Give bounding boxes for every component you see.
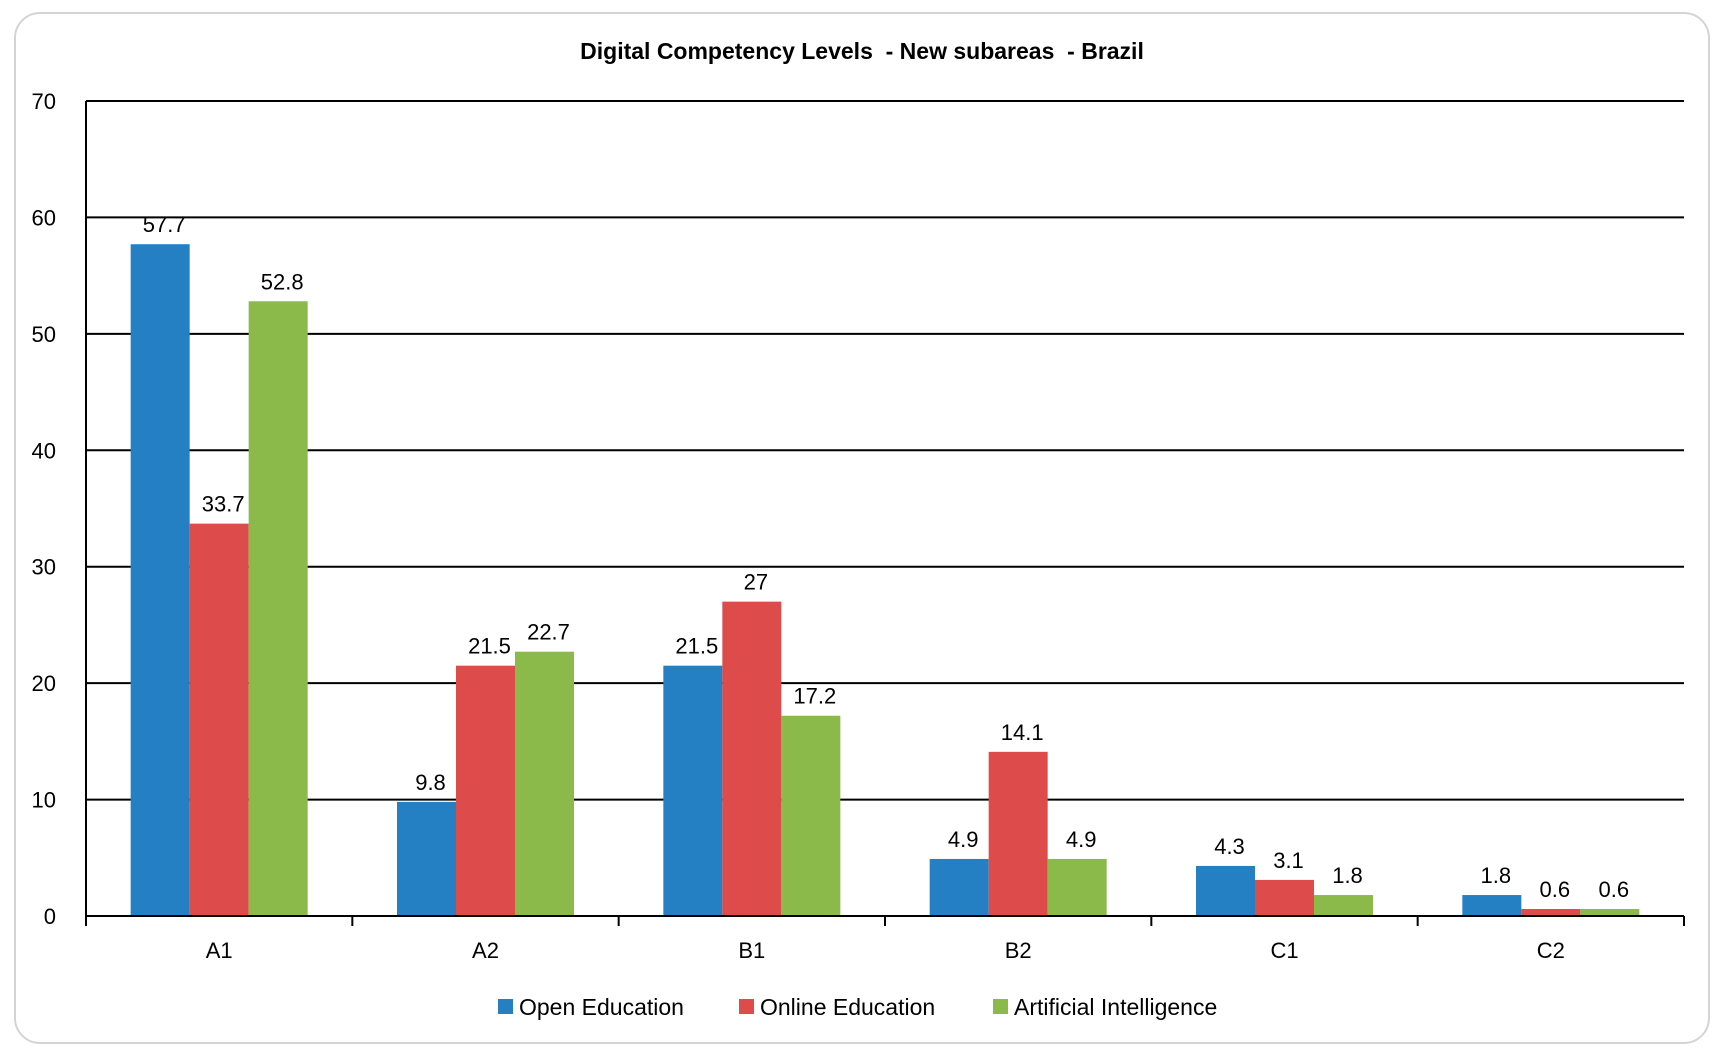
bar	[1462, 895, 1522, 916]
y-tick-label: 70	[32, 89, 56, 114]
data-label: 33.7	[202, 492, 245, 517]
data-label: 27	[744, 570, 768, 595]
bar	[1047, 858, 1107, 916]
bar	[248, 301, 308, 916]
x-tick-label: B2	[1005, 938, 1032, 963]
y-axis-tick-labels: 0 10 20 30 40 50 60 70	[32, 89, 56, 929]
legend-swatch	[498, 999, 513, 1014]
y-tick-label: 10	[32, 788, 56, 813]
y-tick-label: 0	[44, 904, 56, 929]
data-label: 4.3	[1214, 834, 1245, 859]
bar	[988, 751, 1048, 916]
bar	[781, 715, 841, 916]
x-tick-label: C1	[1270, 938, 1298, 963]
legend-swatch	[739, 999, 754, 1014]
bar	[929, 858, 989, 916]
bar	[722, 601, 782, 916]
legend-label: Artificial Intelligence	[1014, 994, 1217, 1020]
data-label: 4.9	[948, 827, 979, 852]
bars	[130, 244, 1640, 916]
data-label: 1.8	[1332, 863, 1363, 888]
data-label: 21.5	[675, 634, 718, 659]
x-tick-label: C2	[1537, 938, 1565, 963]
data-label: 17.2	[793, 684, 836, 709]
data-label: 9.8	[415, 770, 446, 795]
data-label: 4.9	[1066, 827, 1097, 852]
bar	[1196, 865, 1255, 916]
data-label: 1.8	[1481, 863, 1512, 888]
y-tick-label: 40	[32, 438, 56, 463]
bar	[663, 665, 723, 916]
data-label: 52.8	[261, 269, 304, 294]
legend-swatch	[993, 999, 1008, 1014]
x-tick-label: B1	[738, 938, 765, 963]
y-tick-label: 50	[32, 322, 56, 347]
data-label: 57.7	[143, 212, 186, 237]
data-label: 0.6	[1599, 877, 1630, 902]
y-tick-label: 20	[32, 671, 56, 696]
data-labels: 57.7 33.7 52.8 9.8 21.5 22.7 21.5 27 17.2 4.9 14.1…	[143, 212, 1629, 902]
y-tick-label: 60	[32, 205, 56, 230]
data-label: 22.7	[527, 620, 570, 645]
legend-label: Online Education	[760, 994, 935, 1020]
bar	[397, 801, 456, 916]
gridlines	[86, 100, 1684, 801]
x-tick-label: A2	[472, 938, 499, 963]
data-label: 21.5	[468, 634, 511, 659]
data-label: 3.1	[1273, 848, 1304, 873]
bar	[1314, 895, 1373, 916]
bar	[189, 523, 249, 916]
x-axis-tick-labels: A1 A2 B1 B2 C1 C2	[206, 938, 1565, 963]
data-label: 14.1	[1001, 720, 1044, 745]
bar	[1521, 909, 1581, 916]
x-axis	[85, 101, 1685, 926]
bar	[130, 244, 190, 916]
bar	[1580, 909, 1640, 916]
bar	[1255, 879, 1314, 916]
x-tick-label: A1	[206, 938, 233, 963]
bar	[456, 665, 515, 916]
chart-title: Digital Competency Levels - New subareas…	[580, 38, 1144, 64]
legend: Open Education Online Education Artificial…	[498, 994, 1217, 1020]
legend-label: Open Education	[519, 994, 684, 1020]
bar	[515, 651, 574, 916]
y-tick-label: 30	[32, 555, 56, 580]
data-label: 0.6	[1540, 877, 1571, 902]
